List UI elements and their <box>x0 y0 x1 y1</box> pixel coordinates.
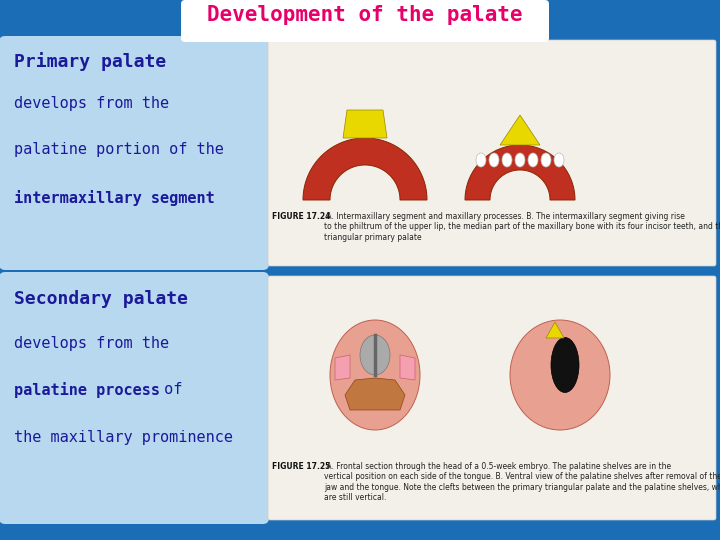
Polygon shape <box>335 355 350 380</box>
Ellipse shape <box>510 320 610 430</box>
Text: Secondary palate: Secondary palate <box>14 290 188 308</box>
Text: develops from the: develops from the <box>14 336 169 351</box>
Ellipse shape <box>476 153 486 167</box>
Ellipse shape <box>554 153 564 167</box>
FancyBboxPatch shape <box>268 40 716 266</box>
FancyBboxPatch shape <box>0 272 269 524</box>
Text: FIGURE 17.24: FIGURE 17.24 <box>272 212 330 221</box>
Text: Primary palate: Primary palate <box>14 52 166 71</box>
Text: the maxillary prominence: the maxillary prominence <box>14 430 233 445</box>
Text: develops from the: develops from the <box>14 96 169 111</box>
Polygon shape <box>400 355 415 380</box>
Ellipse shape <box>502 153 512 167</box>
Text: palatine process: palatine process <box>14 382 160 398</box>
Polygon shape <box>345 378 405 410</box>
Text: palatine portion of the: palatine portion of the <box>14 142 224 157</box>
Text: A. Frontal section through the head of a 0.5-week embryo. The palatine shelves a: A. Frontal section through the head of a… <box>324 462 720 502</box>
Ellipse shape <box>330 320 420 430</box>
Polygon shape <box>465 145 575 200</box>
FancyBboxPatch shape <box>181 0 549 42</box>
Ellipse shape <box>528 153 538 167</box>
Polygon shape <box>303 138 427 200</box>
Text: Development of the palate: Development of the palate <box>207 5 523 25</box>
Text: ): ) <box>348 470 372 522</box>
Polygon shape <box>343 110 387 138</box>
Text: of: of <box>155 382 182 397</box>
FancyBboxPatch shape <box>268 276 716 520</box>
Ellipse shape <box>541 153 551 167</box>
Polygon shape <box>500 115 540 145</box>
Text: FIGURE 17.25: FIGURE 17.25 <box>272 462 330 471</box>
Ellipse shape <box>515 153 525 167</box>
FancyBboxPatch shape <box>0 36 269 270</box>
Ellipse shape <box>360 335 390 375</box>
Text: intermaxillary segment: intermaxillary segment <box>14 190 215 206</box>
Ellipse shape <box>551 338 579 393</box>
Polygon shape <box>546 322 564 338</box>
Ellipse shape <box>489 153 499 167</box>
Text: A. Intermaxillary segment and maxillary processes. B. The intermaxillary segment: A. Intermaxillary segment and maxillary … <box>324 212 720 242</box>
